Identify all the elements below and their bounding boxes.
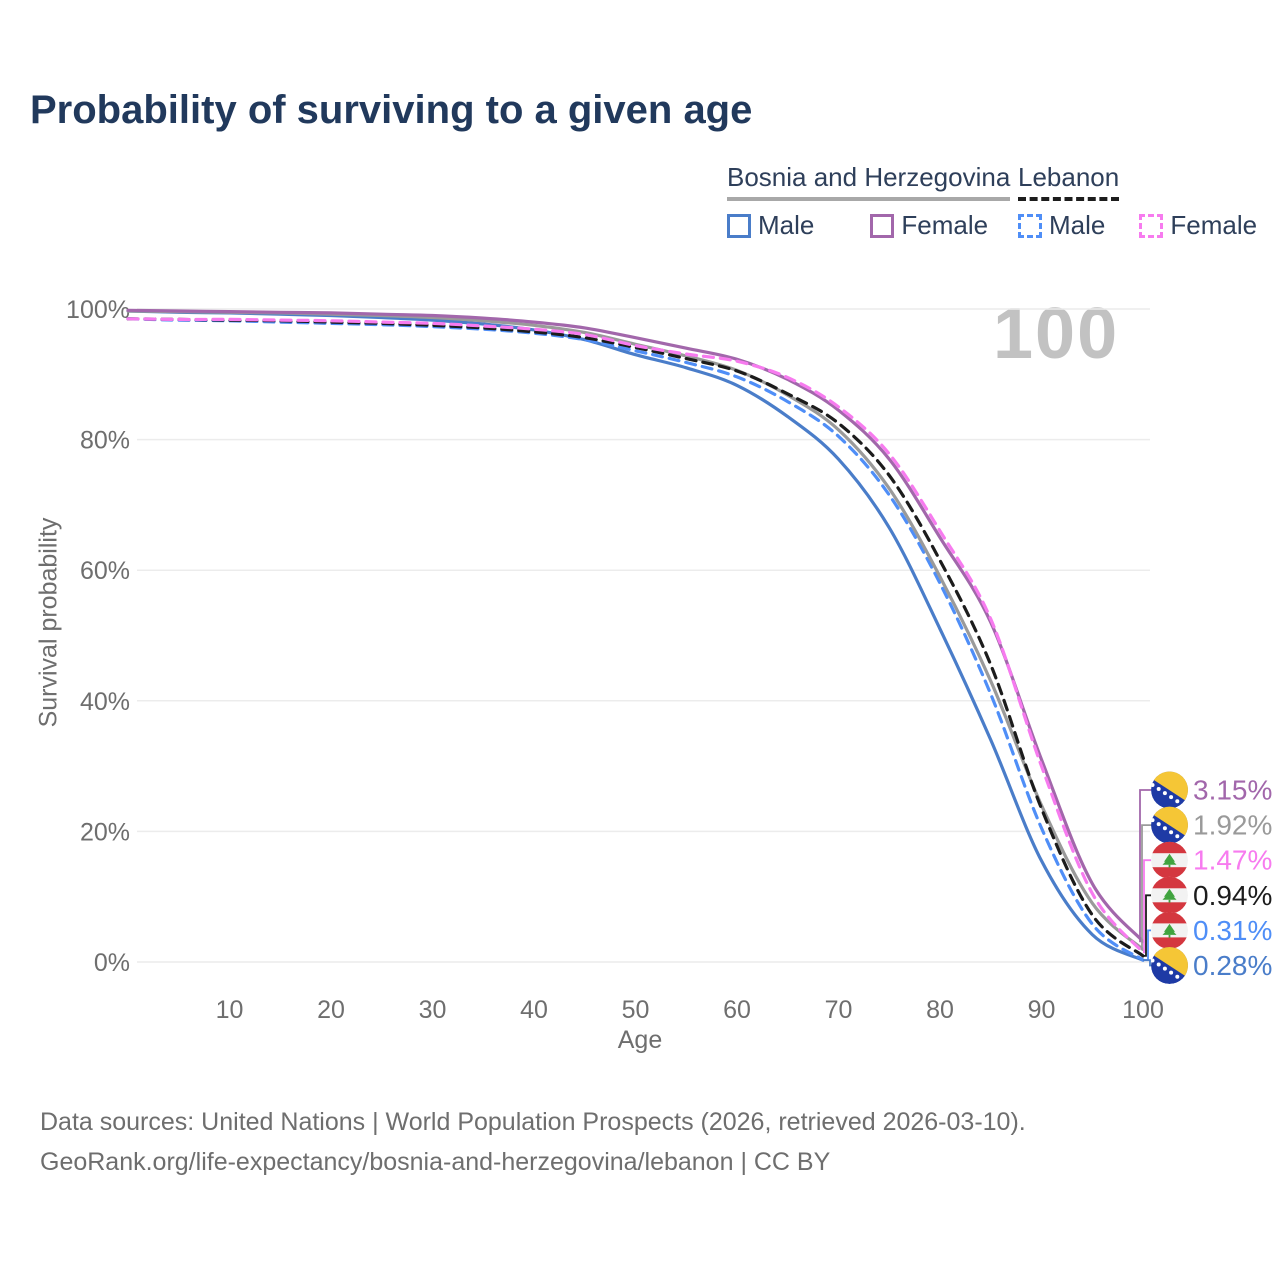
curve-lebanon-male — [126, 317, 1145, 962]
y-tick-label: 40% — [80, 688, 130, 716]
bosnia-male-swatch-icon — [727, 213, 751, 238]
legend-country-bosnia: Bosnia and Herzegovina — [727, 162, 1011, 201]
legend-label-lebanon-male: Male — [1049, 210, 1106, 240]
legend-item-lebanon-female[interactable]: Female — [1139, 210, 1257, 241]
lebanon-flag-icon — [1151, 876, 1188, 914]
end-value-lebanon-male: 0.31% — [1193, 915, 1272, 946]
legend-label-bosnia-male: Male — [758, 210, 815, 240]
x-tick-label: 30 — [419, 996, 447, 1024]
curve-bosnia-female — [126, 308, 1145, 943]
bosnia-and-herzegovina-flag-icon — [1151, 771, 1188, 809]
y-tick-label: 20% — [80, 818, 130, 846]
end-value-lebanon-female: 1.47% — [1193, 845, 1272, 876]
y-tick-label: 60% — [80, 557, 130, 585]
page-title: Probability of surviving to a given age — [30, 88, 753, 132]
legend-items-bosnia: Male Female — [727, 210, 1010, 241]
leader-line-bosnia-both-sexes — [1141, 824, 1151, 951]
lebanon-female-swatch-icon — [1139, 213, 1164, 238]
data-sources-text: Data sources: United Nations | World Pop… — [40, 1108, 1026, 1136]
legend-group-bosnia: Bosnia and Herzegovina Male Female — [727, 162, 1011, 241]
legend-item-lebanon-male[interactable]: Male — [1018, 210, 1105, 241]
legend-group-lebanon: Lebanon Male Female — [1018, 162, 1257, 241]
x-axis-title: Age — [617, 1026, 663, 1054]
attribution-link-text[interactable]: GeoRank.org/life-expectancy/bosnia-and-h… — [40, 1148, 831, 1176]
x-tick-label: 20 — [317, 996, 345, 1024]
y-tick-label: 80% — [80, 427, 130, 455]
leader-line-lebanon-both-sexes — [1143, 894, 1151, 957]
leader-line-bosnia-male — [1143, 959, 1151, 967]
x-tick-label: 80 — [926, 996, 954, 1024]
x-tick-label: 40 — [520, 996, 548, 1024]
curve-bosnia-both-sexes — [126, 309, 1145, 952]
curve-bosnia-male — [126, 309, 1145, 962]
y-tick-label: 0% — [94, 949, 130, 977]
x-tick-label: 50 — [622, 996, 650, 1024]
end-value-bosnia-female: 3.15% — [1193, 775, 1272, 806]
age-counter-watermark: 100 — [993, 294, 1120, 374]
legend-label-bosnia-female: Female — [901, 210, 989, 240]
bosnia-female-swatch-icon — [870, 213, 895, 238]
legend-items-lebanon: Male Female — [1018, 210, 1257, 241]
end-value-bosnia-both-sexes: 1.92% — [1193, 810, 1272, 841]
x-tick-label: 100 — [1122, 996, 1164, 1024]
x-tick-label: 70 — [825, 996, 853, 1024]
curve-lebanon-female — [126, 317, 1145, 954]
leader-line-lebanon-female — [1143, 859, 1151, 954]
x-tick-label: 10 — [216, 996, 244, 1024]
x-tick-label: 60 — [723, 996, 751, 1024]
end-value-bosnia-male: 0.28% — [1193, 950, 1272, 981]
legend-item-bosnia-male[interactable]: Male — [727, 210, 814, 241]
legend-item-bosnia-female[interactable]: Female — [870, 210, 988, 241]
curve-lebanon-both-sexes — [126, 317, 1145, 958]
lebanon-male-swatch-icon — [1018, 213, 1042, 238]
lebanon-flag-icon — [1151, 911, 1188, 949]
x-tick-label: 90 — [1028, 996, 1056, 1024]
y-tick-label: 100% — [66, 296, 130, 324]
legend-country-lebanon: Lebanon — [1018, 162, 1120, 201]
legend-label-lebanon-female: Female — [1170, 210, 1258, 240]
end-value-lebanon-both-sexes: 0.94% — [1193, 880, 1272, 911]
lebanon-flag-icon — [1151, 841, 1188, 879]
